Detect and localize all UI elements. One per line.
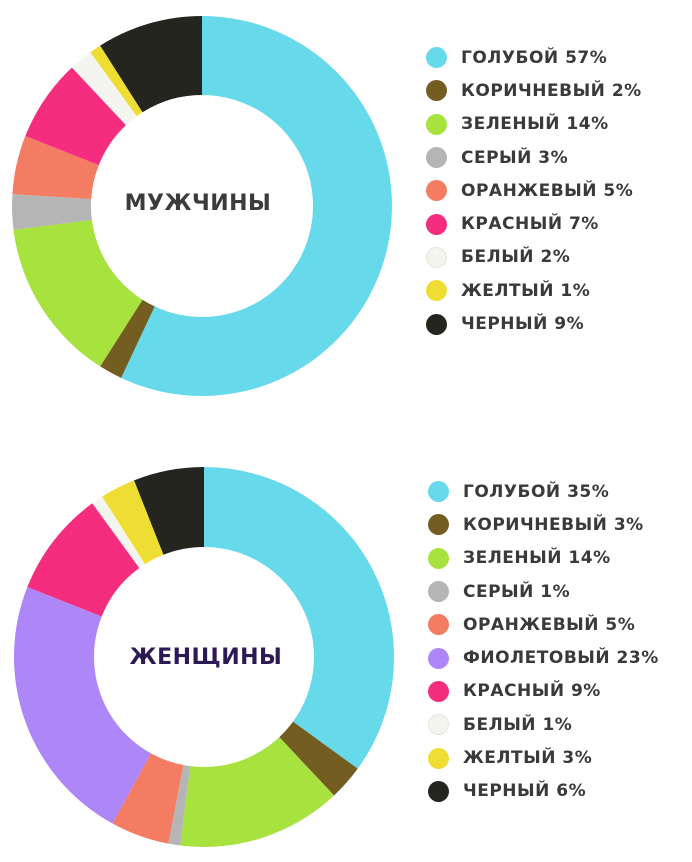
women-slice-серый	[168, 765, 191, 846]
men-legend-item: ЖЕЛТЫЙ 1%	[426, 274, 642, 307]
legend-label: КРАСНЫЙ 9%	[463, 681, 601, 702]
legend-label: ЧЕРНЫЙ 6%	[463, 781, 587, 802]
men-slice-зеленый	[13, 219, 143, 367]
legend-label: КОРИЧНЕВЫЙ 2%	[461, 80, 642, 101]
legend-label: СЕРЫЙ 3%	[461, 147, 569, 168]
legend-label: ЧЕРНЫЙ 9%	[461, 314, 585, 335]
men-slice-коричневый	[100, 299, 155, 378]
men-legend-item: ОРАНЖЕВЫЙ 5%	[426, 174, 642, 207]
legend-swatch	[426, 313, 447, 335]
legend-label: ОРАНЖЕВЫЙ 5%	[461, 180, 634, 201]
women-legend-item: ЧЕРНЫЙ 6%	[428, 775, 659, 808]
legend-swatch	[426, 80, 447, 102]
women-legend: ГОЛУБОЙ 35% КОРИЧНЕВЫЙ 3% ЗЕЛЕНЫЙ 14% СЕРЫЙ…	[428, 475, 659, 808]
legend-swatch	[426, 280, 447, 302]
legend-swatch	[426, 113, 447, 135]
legend-swatch	[426, 213, 447, 235]
legend-label: КОРИЧНЕВЫЙ 3%	[463, 514, 644, 535]
legend-label: ГОЛУБОЙ 35%	[463, 481, 610, 502]
men-center-label: МУЖЧИНЫ	[125, 191, 272, 216]
legend-swatch	[428, 614, 449, 636]
men-slice-оранжевый	[12, 136, 99, 200]
legend-label: ЗЕЛЕНЫЙ 14%	[463, 548, 611, 569]
legend-swatch	[426, 246, 447, 268]
men-legend-item: КРАСНЫЙ 7%	[426, 207, 642, 240]
women-slice-фиолетовый	[13, 587, 152, 824]
legend-label: ФИОЛЕТОВЫЙ 23%	[463, 648, 659, 669]
women-legend-item: КРАСНЫЙ 9%	[428, 675, 659, 708]
women-legend-item: КОРИЧНЕВЫЙ 3%	[428, 508, 659, 541]
women-slice-оранжевый	[112, 753, 184, 844]
men-slice-серый	[12, 194, 92, 230]
legend-label: ГОЛУБОЙ 57%	[461, 47, 608, 68]
legend-label: СЕРЫЙ 1%	[463, 581, 571, 602]
legend-swatch	[428, 780, 449, 802]
legend-swatch	[428, 481, 449, 503]
women-donut-chart	[13, 467, 395, 847]
men-legend: ГОЛУБОЙ 57% КОРИЧНЕВЫЙ 2% ЗЕЛЕНЫЙ 14% СЕРЫЙ…	[426, 41, 642, 341]
men-legend-item: ГОЛУБОЙ 57%	[426, 41, 642, 74]
legend-swatch	[428, 547, 449, 569]
men-slice-красный	[25, 67, 127, 166]
legend-swatch	[428, 747, 449, 769]
women-slice-красный	[27, 503, 140, 617]
women-legend-item: ОРАНЖЕВЫЙ 5%	[428, 608, 659, 641]
women-center-label: ЖЕНЩИНЫ	[130, 645, 283, 670]
legend-swatch	[428, 680, 449, 702]
men-slice-белый	[71, 52, 137, 126]
women-legend-item: ГОЛУБОЙ 35%	[428, 475, 659, 508]
women-legend-item: ФИОЛЕТОВЫЙ 23%	[428, 641, 659, 674]
women-slice-черный	[134, 467, 204, 555]
legend-swatch	[428, 647, 449, 669]
women-legend-item: БЕЛЫЙ 1%	[428, 708, 659, 741]
legend-swatch	[426, 180, 447, 202]
women-slice-коричневый	[279, 721, 358, 796]
men-slice-желтый	[90, 45, 143, 117]
men-donut-chart	[12, 15, 393, 396]
women-legend-item: ЗЕЛЕНЫЙ 14%	[428, 542, 659, 575]
legend-label: БЕЛЫЙ 2%	[461, 247, 571, 268]
women-slice-белый	[92, 496, 146, 569]
legend-label: КРАСНЫЙ 7%	[461, 214, 599, 235]
legend-swatch	[428, 514, 449, 536]
legend-label: ЖЕЛТЫЙ 3%	[463, 748, 593, 769]
legend-swatch	[428, 581, 449, 603]
women-slice-зеленый	[180, 737, 335, 847]
women-legend-item: ЖЕЛТЫЙ 3%	[428, 741, 659, 774]
women-legend-item: СЕРЫЙ 1%	[428, 575, 659, 608]
legend-label: БЕЛЫЙ 1%	[463, 714, 573, 735]
legend-swatch	[426, 47, 447, 69]
legend-label: ОРАНЖЕВЫЙ 5%	[463, 614, 636, 635]
men-legend-item: ЧЕРНЫЙ 9%	[426, 307, 642, 340]
women-slice-желтый	[102, 480, 164, 565]
legend-label: ЗЕЛЕНЫЙ 14%	[461, 114, 609, 135]
legend-label: ЖЕЛТЫЙ 1%	[461, 280, 591, 301]
legend-swatch	[426, 147, 447, 169]
legend-swatch	[428, 714, 449, 736]
men-legend-item: КОРИЧНЕВЫЙ 2%	[426, 74, 642, 107]
men-slice-голубой	[121, 16, 393, 396]
men-legend-item: СЕРЫЙ 3%	[426, 141, 642, 174]
men-slice-черный	[100, 15, 202, 113]
men-legend-item: БЕЛЫЙ 2%	[426, 241, 642, 274]
men-legend-item: ЗЕЛЕНЫЙ 14%	[426, 108, 642, 141]
women-slice-голубой	[204, 467, 395, 769]
